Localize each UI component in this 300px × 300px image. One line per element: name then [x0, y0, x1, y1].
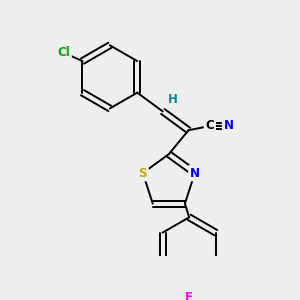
Text: C: C — [206, 119, 214, 133]
Text: N: N — [190, 167, 200, 180]
Text: F: F — [185, 291, 193, 300]
Text: Cl: Cl — [57, 46, 70, 59]
Text: S: S — [139, 167, 147, 180]
Text: H: H — [168, 93, 178, 106]
Text: N: N — [224, 119, 234, 133]
